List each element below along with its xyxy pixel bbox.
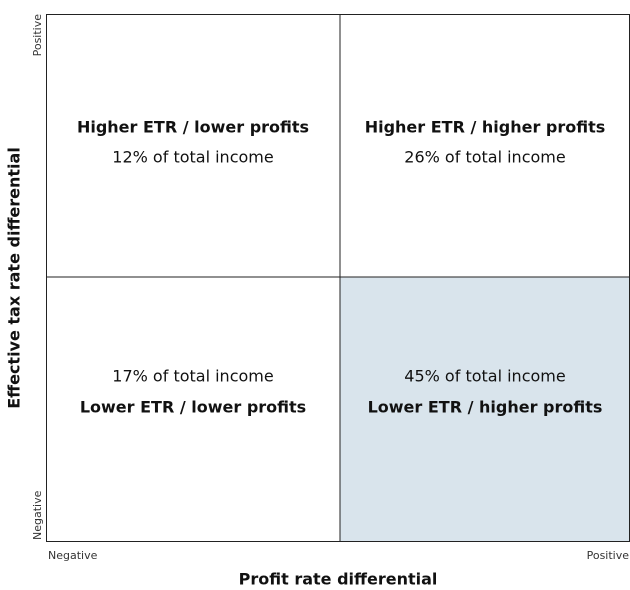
y-axis-high: Positive xyxy=(31,14,44,57)
highlight-quadrant xyxy=(340,277,630,542)
x-axis-high: Positive xyxy=(587,549,630,562)
quadrant-text: 26% of total income xyxy=(404,148,565,167)
quadrant-title: Lower ETR / higher profits xyxy=(368,398,603,417)
quadrant-title: Higher ETR / lower profits xyxy=(77,118,309,137)
quadrant-text: 17% of total income xyxy=(112,367,273,386)
quadrant-text: 45% of total income xyxy=(404,367,565,386)
x-axis-label: Profit rate differential xyxy=(239,570,438,589)
x-axis-low: Negative xyxy=(48,549,98,562)
y-axis-low: Negative xyxy=(31,490,44,540)
y-axis-label: Effective tax rate differential xyxy=(5,147,24,409)
quadrant-title: Higher ETR / higher profits xyxy=(365,118,606,137)
quadrant-text: 12% of total income xyxy=(112,148,273,167)
quadrant-title: Lower ETR / lower profits xyxy=(80,398,306,417)
